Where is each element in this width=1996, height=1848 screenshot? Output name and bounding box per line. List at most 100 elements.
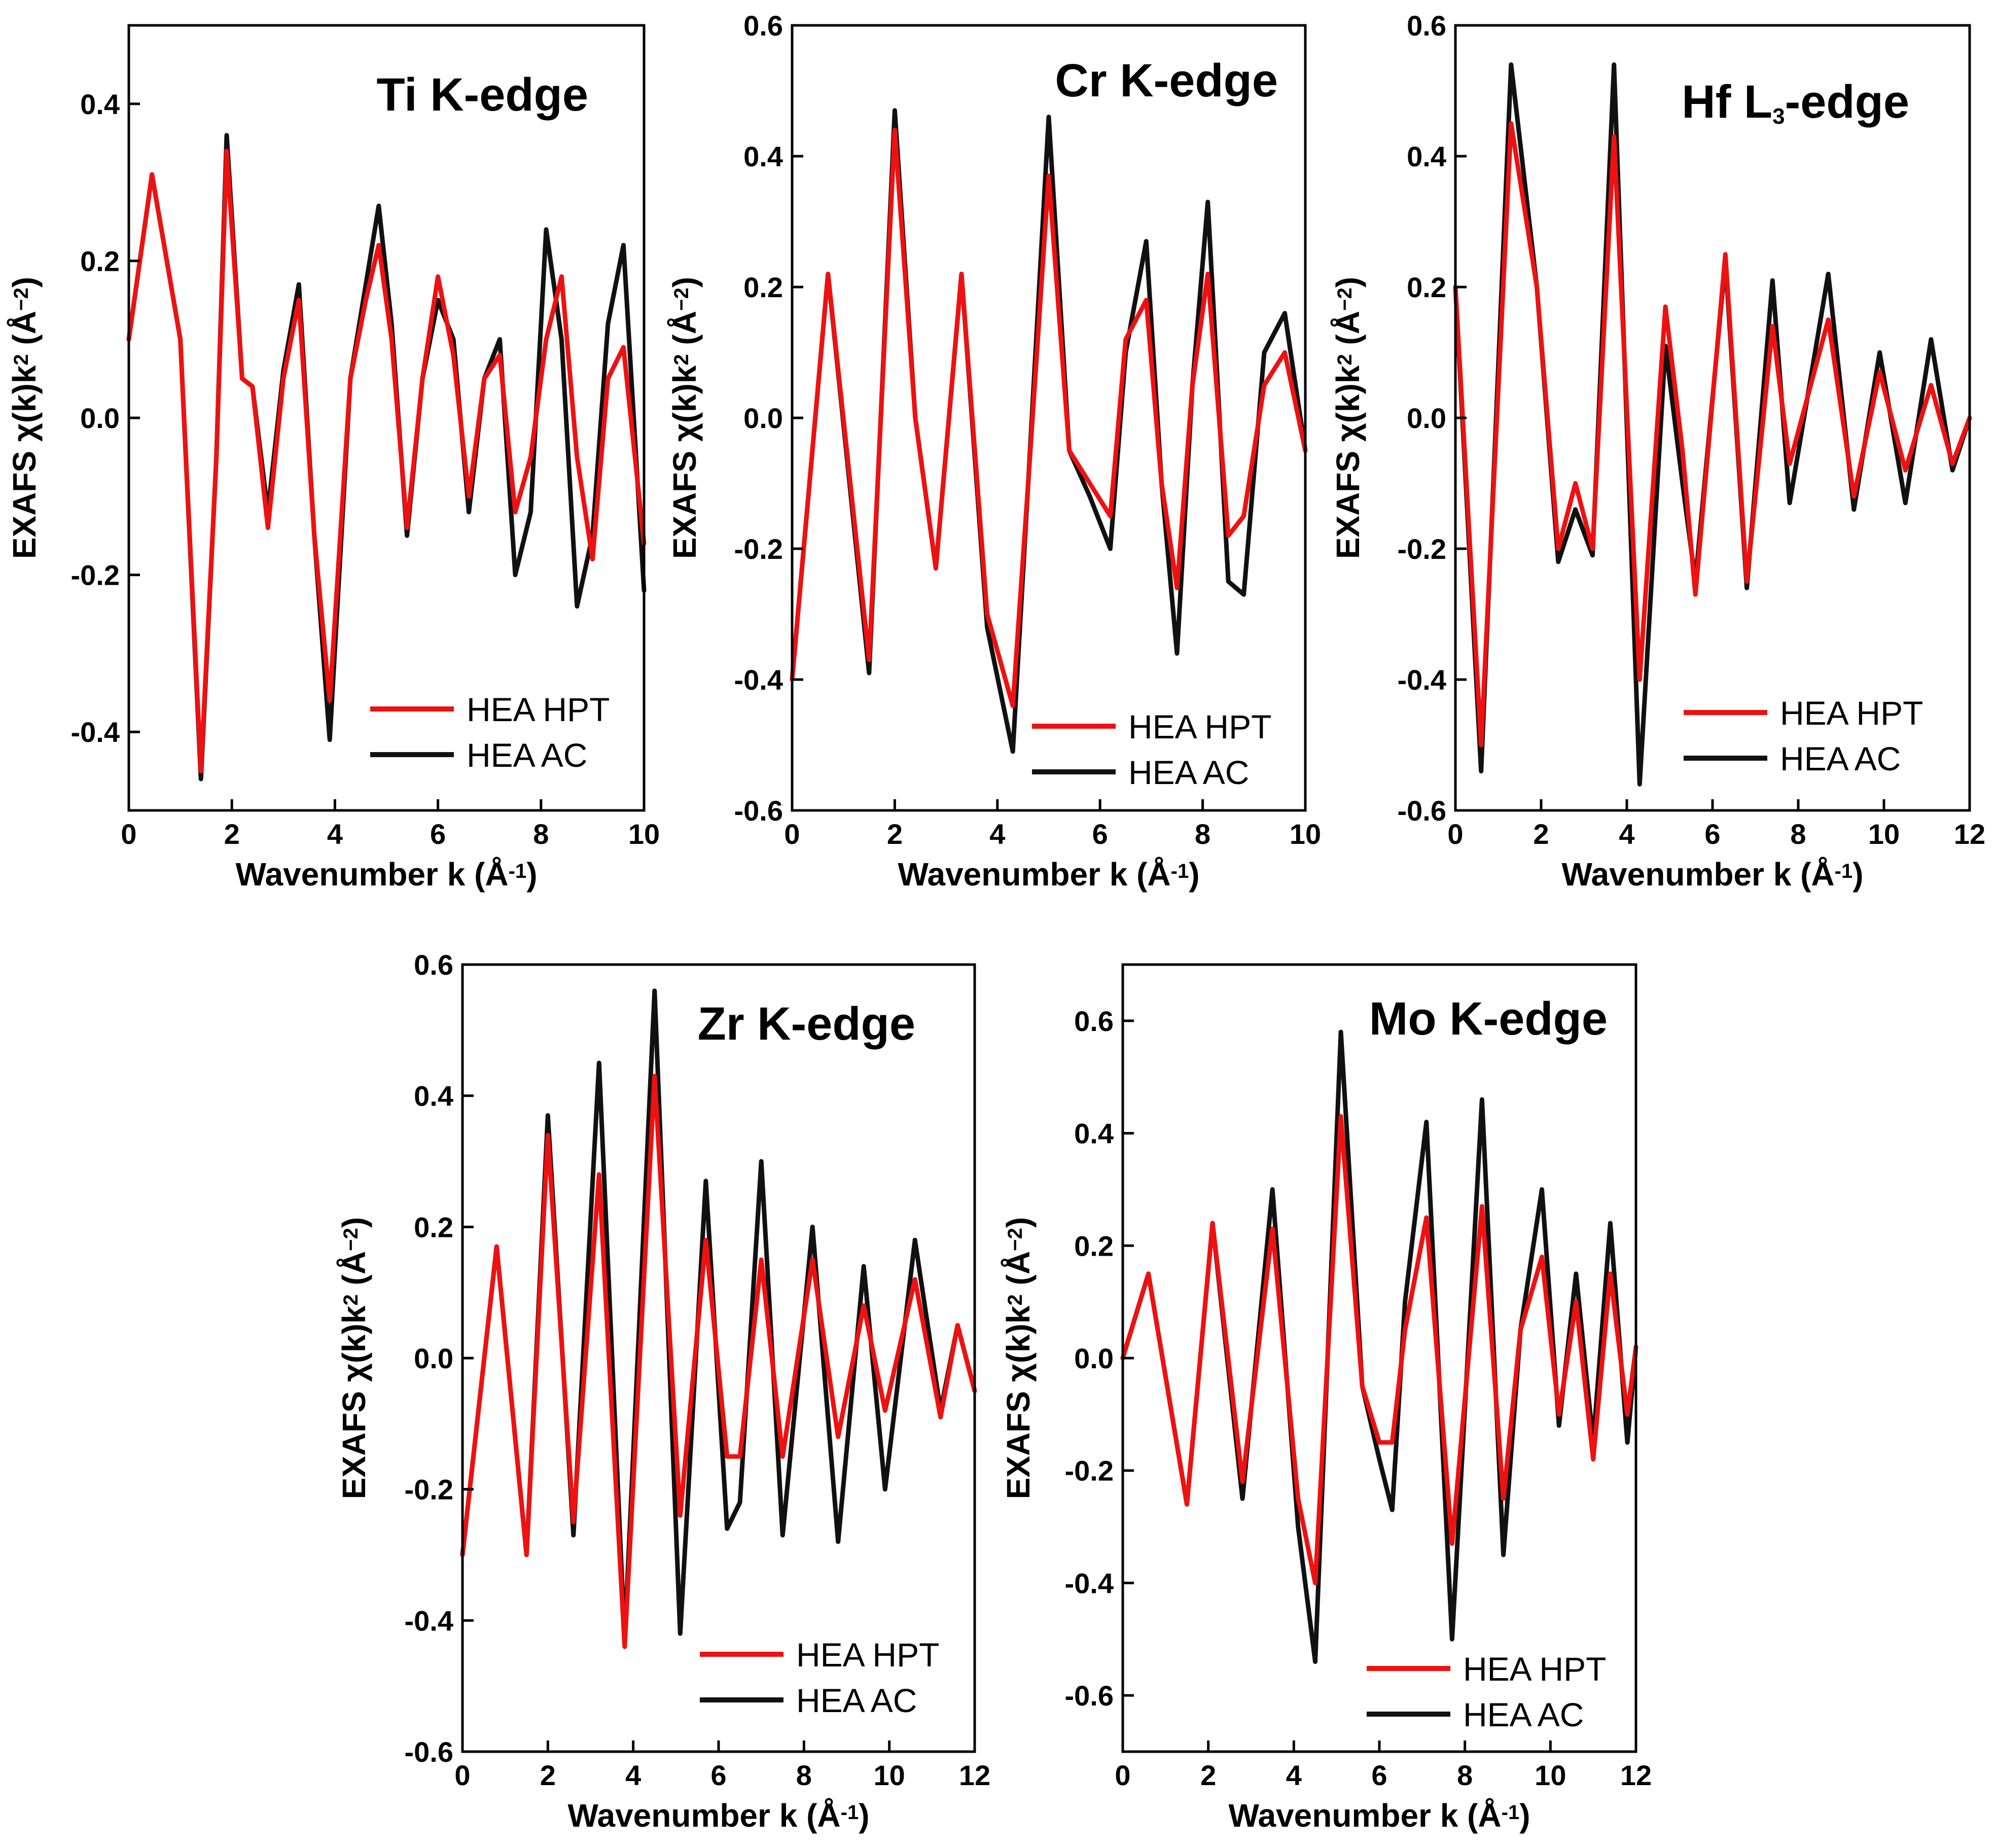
y-tick-label: 0.2	[1407, 271, 1446, 303]
x-axis-title-part: )	[526, 856, 537, 893]
x-tick-label: 0	[1115, 1759, 1130, 1791]
x-axis-title-part: -1	[1502, 1801, 1520, 1824]
edge-title-part: 3	[1772, 104, 1785, 129]
x-axis-title-part: Wavenumber k (Å	[567, 1797, 840, 1834]
x-tick-label: 10	[628, 818, 660, 850]
y-axis-title-part: −2	[10, 288, 32, 311]
x-axis-title-part: -1	[841, 1801, 859, 1824]
x-axis-title-part: Wavenumber k (Å	[898, 856, 1170, 893]
edge-title-part: Zr K-edge	[698, 998, 915, 1050]
x-tick-label: 10	[1868, 818, 1900, 850]
legend-label: HEA AC	[1463, 1696, 1584, 1733]
y-tick-label: -0.4	[1398, 664, 1447, 696]
y-axis-title: EXAFS χ(k)k2 (Å−2)	[6, 277, 43, 559]
y-tick-label: -0.6	[1398, 795, 1447, 827]
x-tick-label: 12	[1954, 818, 1985, 850]
y-tick-label: -0.6	[405, 1736, 454, 1768]
x-tick-label: 0	[454, 1759, 470, 1791]
legend-label: HEA AC	[467, 736, 587, 774]
x-axis-title-part: )	[1519, 1797, 1530, 1834]
y-tick-label: 0.6	[1407, 10, 1446, 42]
y-tick-label: 0.2	[80, 245, 120, 277]
y-tick-label: -0.2	[71, 559, 120, 591]
y-axis-title-part: (Å	[1000, 1251, 1037, 1294]
y-axis-title-part: 2	[10, 354, 32, 365]
y-tick-label: 0.2	[414, 1211, 453, 1243]
edge-title: Cr K-edge	[1055, 55, 1278, 106]
panel-4: 0 2 4 6 8 10 12 -0.6 -0.4 -0.2 0.0 0.2 0.4 0.6 Wavenum…	[1000, 963, 1652, 1834]
y-tick-label: -0.4	[405, 1605, 454, 1637]
y-tick-label: 0.6	[414, 949, 453, 981]
x-tick-label: 0	[784, 818, 800, 850]
series-line-hea-hpt	[1453, 121, 1972, 748]
edge-title-part: Ti K-edge	[377, 69, 588, 121]
edge-title-part: Cr K-edge	[1055, 55, 1278, 106]
x-axis-title-part: -1	[509, 860, 527, 882]
x-axis-title: Wavenumber k (Å-1)	[567, 1797, 869, 1834]
y-axis-title-part: 2	[340, 1294, 362, 1305]
x-tick-label: 8	[796, 1759, 812, 1791]
x-tick-label: 4	[625, 1759, 641, 1791]
y-tick-label: -0.2	[734, 533, 783, 565]
y-tick-label: 0.4	[1407, 140, 1446, 172]
y-axis-title-part: EXAFS χ(k)k	[1000, 1305, 1037, 1499]
x-tick-label: 10	[1290, 818, 1321, 850]
y-axis-title-part: 2	[1004, 1294, 1026, 1305]
y-axis-title: EXAFS χ(k)k2 (Å−2)	[1000, 1217, 1037, 1499]
x-tick-label: 6	[1704, 818, 1720, 850]
y-tick-label: -0.2	[1065, 1455, 1114, 1487]
series-line-hea-hpt	[460, 1074, 977, 1649]
x-tick-label: 2	[1533, 818, 1549, 850]
y-tick-label: 0.0	[80, 402, 120, 434]
series-line-hea-hpt	[790, 127, 1308, 708]
x-axis-title-part: )	[1189, 856, 1199, 893]
x-tick-label: 6	[1371, 1759, 1387, 1791]
y-tick-label: 0.2	[743, 271, 783, 303]
y-tick-label: 0.4	[1074, 1118, 1114, 1150]
y-tick-label: 0.4	[80, 88, 120, 120]
y-axis-title-part: −2	[340, 1228, 362, 1251]
x-tick-label: 4	[1286, 1759, 1302, 1791]
panel-1: 0 2 4 6 8 10 -0.6 -0.4 -0.2 0.0 0.2 0.4 0.6 Wavenumbe…	[666, 10, 1321, 893]
y-axis-title-part: EXAFS χ(k)k	[336, 1305, 372, 1499]
x-tick-label: 4	[989, 818, 1005, 850]
x-tick-label: 4	[1619, 818, 1634, 850]
y-axis-title-part: EXAFS χ(k)k	[1330, 365, 1366, 559]
y-axis-title-part: (Å	[6, 311, 43, 354]
y-tick-label: 0.4	[743, 140, 783, 172]
legend-label: HEA HPT	[1128, 708, 1271, 745]
x-tick-label: 6	[1092, 818, 1108, 850]
x-tick-label: 12	[959, 1759, 990, 1791]
x-axis-title-part: -1	[1171, 860, 1189, 882]
y-tick-label: -0.4	[71, 716, 120, 748]
y-tick-label: -0.6	[1065, 1680, 1114, 1712]
y-axis-title-part: (Å	[336, 1251, 372, 1294]
x-tick-label: 8	[533, 818, 549, 850]
legend-label: HEA AC	[796, 1682, 917, 1719]
edge-title-part: -edge	[1785, 76, 1909, 128]
y-tick-label: -0.4	[734, 664, 783, 696]
x-axis-title-part: )	[859, 1797, 869, 1834]
y-tick-label: 0.6	[743, 10, 783, 42]
y-axis-title-part: (Å	[1330, 311, 1366, 354]
y-tick-label: -0.6	[734, 795, 783, 827]
x-axis-title-part: Wavenumber k (Å	[235, 856, 508, 893]
x-tick-label: 8	[1195, 818, 1210, 850]
x-tick-label: 10	[1535, 1759, 1566, 1791]
y-axis-title-part: )	[1330, 277, 1366, 288]
y-axis-title: EXAFS χ(k)k2 (Å−2)	[1330, 277, 1366, 559]
x-axis-title: Wavenumber k (Å-1)	[1561, 856, 1863, 893]
x-tick-label: 8	[1457, 1759, 1473, 1791]
y-tick-label: -0.2	[405, 1474, 454, 1506]
series-line-hea-hpt	[1120, 1114, 1638, 1585]
y-tick-label: 0.0	[1074, 1342, 1114, 1374]
x-tick-label: 12	[1620, 1759, 1652, 1791]
x-axis-title: Wavenumber k (Å-1)	[235, 856, 537, 893]
edge-title: Hf L3-edge	[1682, 76, 1909, 129]
x-axis-title-part: -1	[1835, 860, 1853, 882]
y-tick-label: 0.6	[1074, 1005, 1114, 1037]
panel-0: 0 2 4 6 8 10 -0.4 -0.2 0.0 0.2 0.4 Wavenumber k (Å-…	[6, 24, 660, 893]
y-tick-label: 0.2	[1074, 1230, 1114, 1262]
series-line-hea-hpt	[126, 149, 647, 774]
